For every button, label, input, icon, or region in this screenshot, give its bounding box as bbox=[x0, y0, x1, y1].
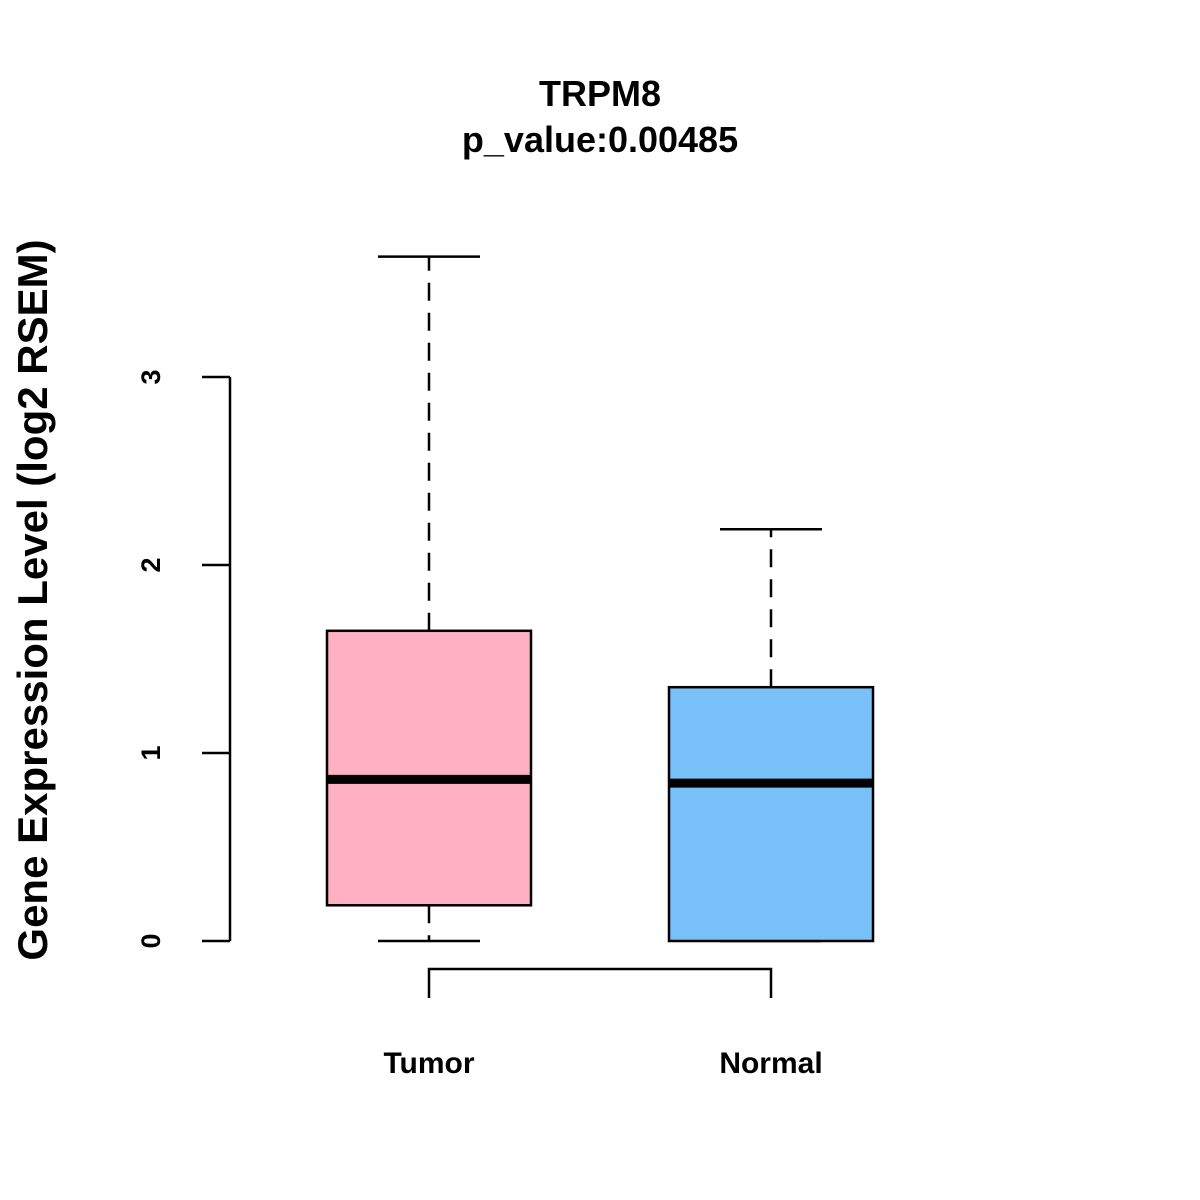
y-tick-label-1: 1 bbox=[136, 745, 166, 760]
category-label-tumor: Tumor bbox=[383, 1047, 474, 1080]
y-tick-label-2: 2 bbox=[136, 557, 166, 572]
box-layer bbox=[325, 255, 875, 943]
chart-subtitle: p_value:0.00485 bbox=[462, 119, 738, 160]
category-label-normal: Normal bbox=[719, 1047, 822, 1080]
box-normal bbox=[667, 528, 875, 943]
bracket-line bbox=[427, 967, 773, 998]
y-axis-label: Gene Expression Level (log2 RSEM) bbox=[9, 239, 56, 960]
x-category-labels: Tumor Normal bbox=[383, 1047, 822, 1080]
box-body-normal bbox=[667, 685, 875, 943]
box-tumor bbox=[325, 255, 533, 943]
comparison-bracket bbox=[427, 967, 773, 998]
y-tick-label-3: 3 bbox=[136, 369, 166, 384]
y-axis: 0 1 2 3 bbox=[136, 369, 232, 949]
chart-title: TRPM8 bbox=[539, 73, 661, 114]
box-body-tumor bbox=[325, 629, 533, 907]
y-tick-label-0: 0 bbox=[136, 933, 166, 948]
